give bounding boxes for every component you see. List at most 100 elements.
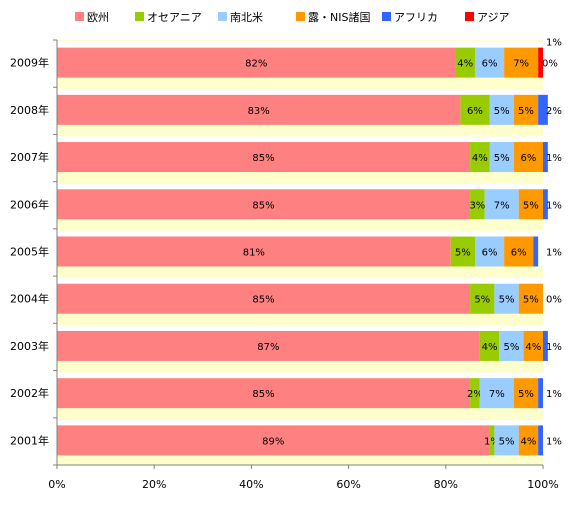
bar-segment <box>538 47 543 78</box>
bar-segment <box>538 378 543 409</box>
data-label: 5% <box>499 436 515 447</box>
data-label: 5% <box>523 200 539 211</box>
bar-segment <box>470 283 495 314</box>
x-tick-label: 100% <box>527 478 558 491</box>
bar-segment <box>543 142 548 173</box>
legend-item: 欧州 <box>75 11 109 24</box>
legend-label: 欧州 <box>87 11 109 24</box>
bar-segment <box>455 47 475 78</box>
bar-segment <box>57 283 471 314</box>
bar-segment <box>474 236 505 267</box>
bar-segment <box>489 425 495 456</box>
bar-segment <box>57 189 471 220</box>
bar-segment <box>57 47 456 78</box>
bar-segment <box>484 189 519 220</box>
data-label: 83% <box>248 106 270 117</box>
data-label: 1% <box>546 153 562 164</box>
y-tick-label: 2007年 <box>10 150 49 164</box>
data-label: 5% <box>494 106 510 117</box>
bar-segment <box>499 330 524 361</box>
bar-segment <box>543 330 548 361</box>
data-label: 5% <box>494 153 510 164</box>
legend-swatch <box>135 12 144 21</box>
data-label: 5% <box>518 106 534 117</box>
data-label: 2% <box>546 106 562 117</box>
data-label: 5% <box>523 295 539 306</box>
data-label: 2% <box>467 389 483 400</box>
y-tick-label: 2008年 <box>10 103 49 117</box>
bar-segment <box>489 142 514 173</box>
y-tick-label: 2006年 <box>10 197 49 211</box>
bar-segment <box>538 425 543 456</box>
bar-segment <box>57 378 471 409</box>
data-label: 4% <box>520 436 536 447</box>
bar-segment <box>57 142 471 173</box>
y-tick-label: 2003年 <box>10 339 49 353</box>
data-label: 6% <box>482 59 498 70</box>
data-label: 1% <box>546 436 562 447</box>
data-label: 5% <box>518 389 534 400</box>
y-tick-label: 2002年 <box>10 386 49 400</box>
bar-segment <box>474 47 505 78</box>
bar-segment <box>513 142 543 173</box>
bar-segment <box>470 378 480 409</box>
data-label: 6% <box>520 153 536 164</box>
bar-segment <box>523 330 543 361</box>
data-label: 4% <box>457 59 473 70</box>
data-label: 5% <box>499 295 515 306</box>
data-label: 7% <box>494 200 510 211</box>
bar-segment <box>533 236 539 267</box>
bar-segment <box>57 94 461 125</box>
legend-swatch <box>382 12 391 21</box>
legend-swatch <box>75 12 84 21</box>
data-label: 4% <box>472 153 488 164</box>
data-label: 0% <box>546 295 562 306</box>
data-label: 85% <box>252 153 274 164</box>
data-label: 1% <box>546 248 562 259</box>
data-label: 1% <box>546 200 562 211</box>
bar-segment <box>538 94 548 125</box>
y-tick-label: 2001年 <box>10 433 49 447</box>
bar-segment <box>470 189 485 220</box>
bar-segment <box>494 425 519 456</box>
x-tick-label: 20% <box>142 478 166 491</box>
data-label: 1% <box>546 342 562 353</box>
bar-segment <box>513 378 539 409</box>
bar-segment <box>450 236 475 267</box>
legend-item: アジア <box>465 11 510 24</box>
data-label: 7% <box>513 59 529 70</box>
x-tick-label: 40% <box>239 478 263 491</box>
bar-segment <box>513 94 539 125</box>
data-label: 81% <box>243 248 265 259</box>
legend-item: オセアニア <box>135 11 202 24</box>
bar-segment <box>470 142 490 173</box>
bar-segment <box>489 94 514 125</box>
axes: 2009年 2008年 2007年 2006年 2005年 2004年 2003年 2002年… <box>10 39 559 491</box>
legend-label: アジア <box>477 11 510 24</box>
bar-segment <box>543 189 548 220</box>
data-label: 5% <box>474 295 490 306</box>
data-label: 5% <box>455 248 471 259</box>
data-label: 6% <box>511 248 527 259</box>
y-tick-label: 2004年 <box>10 292 49 306</box>
bar-segment <box>518 283 543 314</box>
data-label: 6% <box>467 106 483 117</box>
legend-item: 南北米 <box>218 11 263 24</box>
legend: 欧州 オセアニア 南北米 露・NIS諸国 アフリカ アジア <box>75 10 510 24</box>
y-tick-label: 2005年 <box>10 245 49 259</box>
legend-label: オセアニア <box>147 11 202 24</box>
bar-segment <box>504 236 534 267</box>
bar-segment <box>494 283 519 314</box>
bar-segment <box>460 94 490 125</box>
data-label: 85% <box>252 200 274 211</box>
data-label: 87% <box>257 342 279 353</box>
bar-segment <box>518 189 543 220</box>
bar-series-group: 82% 4% 6% 7% 1% 0% 83% 6% 5% 5% 2% 85% 4% 5% 6% 1% 85% 3%… <box>57 38 562 456</box>
legend-swatch <box>218 12 227 21</box>
data-label: 1% <box>546 38 562 49</box>
x-tick-label: 0% <box>48 478 65 491</box>
data-label: 85% <box>252 389 274 400</box>
bar-segment <box>479 330 500 361</box>
bar-segment <box>479 378 514 409</box>
